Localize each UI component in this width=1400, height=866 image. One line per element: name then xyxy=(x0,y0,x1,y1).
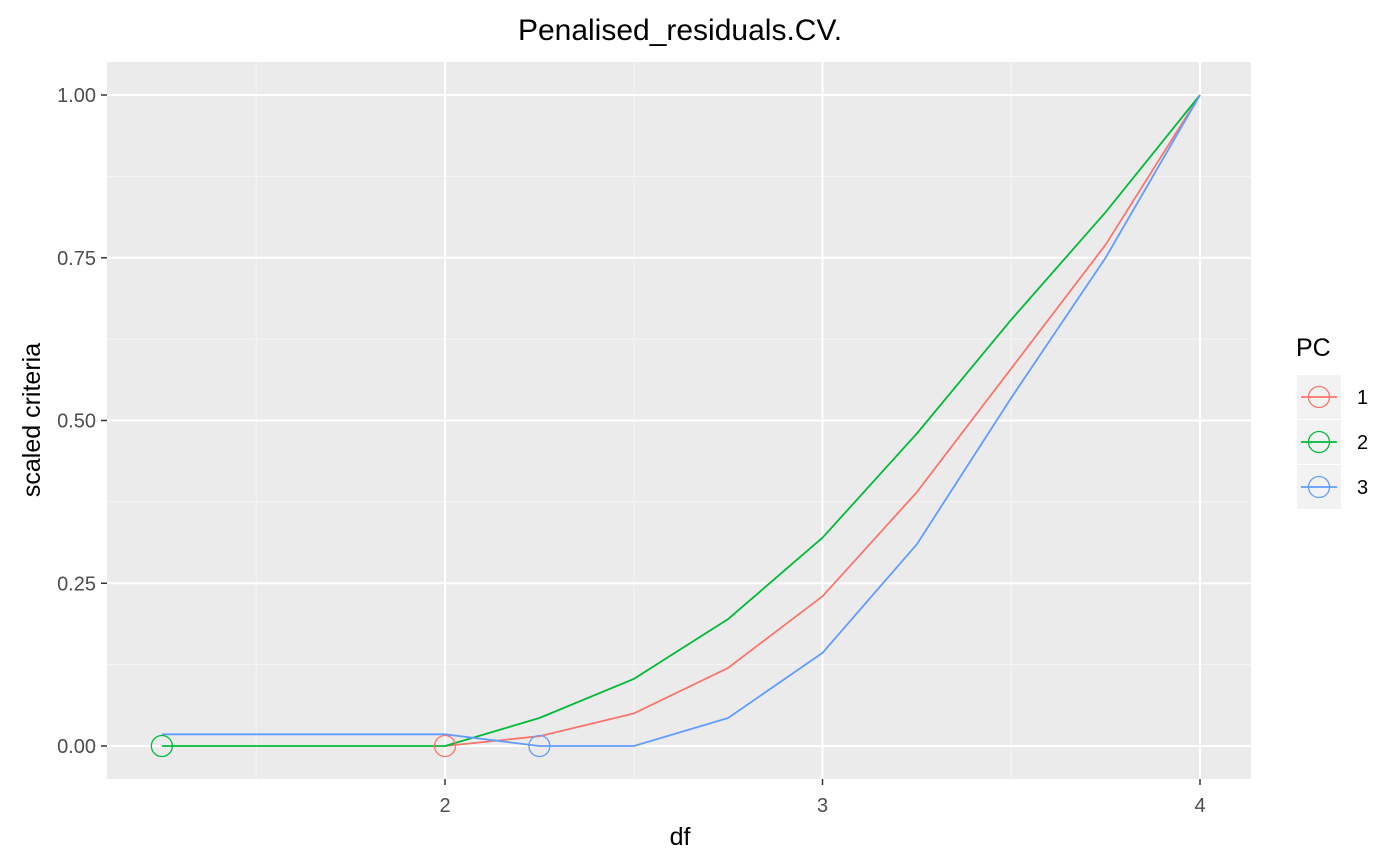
y-tick-label: 0.25 xyxy=(57,573,96,595)
legend-label: 1 xyxy=(1357,387,1368,409)
axis-ticks: 0.00 0.25 0.50 0.75 1.00 2 3 4 xyxy=(57,85,1206,817)
legend-item-1: 1 xyxy=(1297,375,1368,419)
y-tick-label: 0.75 xyxy=(57,248,96,270)
series-line-2 xyxy=(161,94,1201,747)
legend-key-circle xyxy=(1307,385,1331,409)
legend: PC 1 2 3 xyxy=(1296,334,1368,509)
legend-item-2: 2 xyxy=(1297,420,1368,464)
legend-item-3: 3 xyxy=(1297,465,1368,509)
legend-key-circle xyxy=(1307,430,1331,454)
series-line-3 xyxy=(161,94,1201,747)
legend-key-circle xyxy=(1307,475,1331,499)
minimum-point-1 xyxy=(433,734,457,758)
x-axis-title: df xyxy=(670,823,691,851)
x-tick-label: 2 xyxy=(439,795,450,817)
minimum-point-3 xyxy=(528,734,551,758)
x-tick-label: 4 xyxy=(1194,795,1205,817)
legend-label: 3 xyxy=(1357,477,1368,499)
series-lines xyxy=(161,94,1201,747)
y-tick-label: 1.00 xyxy=(57,85,96,107)
legend-title: PC xyxy=(1296,334,1331,362)
minimum-markers xyxy=(150,734,551,758)
legend-label: 2 xyxy=(1357,432,1368,454)
y-tick-label: 0.50 xyxy=(57,411,96,433)
x-tick-label: 3 xyxy=(817,795,828,817)
chart-title: Penalised_residuals.CV. xyxy=(518,14,842,47)
minimum-point-2 xyxy=(150,734,174,758)
y-tick-label: 0.00 xyxy=(57,736,96,758)
series-line-1 xyxy=(444,94,1201,747)
y-axis-title: scaled criteria xyxy=(18,343,46,497)
